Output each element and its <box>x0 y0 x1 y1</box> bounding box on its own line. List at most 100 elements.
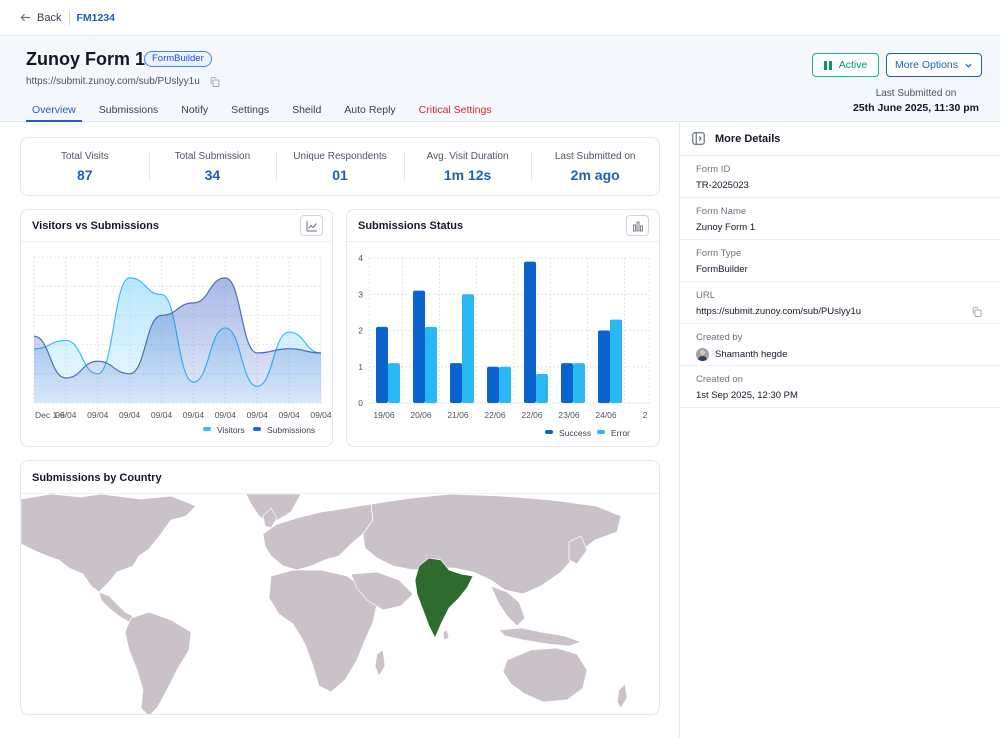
chart-title: Submissions by Country <box>32 472 162 484</box>
legend-item-submissions[interactable]: Submissions <box>253 425 315 435</box>
form-url: https://submit.zunoy.com/sub/PUslyy1u <box>26 76 200 87</box>
card-divider <box>21 241 332 242</box>
y-tick-label: 4 <box>358 253 363 263</box>
tab-shield[interactable]: Sheild <box>292 104 322 116</box>
land-southeast-asia <box>490 585 526 627</box>
x-tick-label: 21/06 <box>447 410 469 420</box>
status-chart-card: Submissions Status 0 1 2 3 4 19/06 20/06 21/06 2… <box>346 209 660 447</box>
country-map-card: Submissions by Country <box>20 460 660 715</box>
copy-icon[interactable] <box>210 76 220 87</box>
x-tick-label: 09/04 <box>151 410 173 420</box>
active-status-button[interactable]: Active <box>812 53 879 77</box>
detail-url: URL https://submit.zunoy.com/sub/PUslyy1… <box>680 282 1000 324</box>
pause-icon <box>823 60 832 70</box>
bar-error[interactable] <box>425 326 437 403</box>
line-chart-icon <box>306 220 317 231</box>
stat-total-visits: Total Visits 87 <box>21 151 149 183</box>
x-tick-label: 20/06 <box>410 410 432 420</box>
bar-error[interactable] <box>388 363 400 403</box>
chart-title: Visitors vs Submissions <box>32 220 159 232</box>
avatar <box>696 348 709 361</box>
series-line-submissions[interactable] <box>33 277 322 379</box>
stat-total-submission: Total Submission 34 <box>148 150 277 183</box>
tab-submissions[interactable]: Submissions <box>98 104 159 116</box>
detail-form-type: Form Type FormBuilder <box>680 240 1000 282</box>
stat-value: 87 <box>77 166 93 183</box>
bar-success[interactable] <box>561 363 573 403</box>
land-central-america <box>98 591 134 623</box>
land-asia <box>362 494 622 595</box>
bar-error[interactable] <box>462 294 474 403</box>
more-options-button[interactable]: More Options <box>886 53 982 77</box>
world-map <box>21 494 628 714</box>
land-arabia <box>350 571 414 611</box>
x-tick-label: 23/06 <box>558 410 580 420</box>
x-tick-label: 22/06 <box>484 410 506 420</box>
land-uk <box>262 507 278 529</box>
chart-type-button[interactable] <box>626 215 649 236</box>
detail-value-row: Shamanth hegde <box>696 348 984 361</box>
x-tick-label: 2 <box>643 410 648 420</box>
x-tick-label: 09/04 <box>183 410 205 420</box>
bar-error[interactable] <box>610 319 622 403</box>
stat-last-submitted: Last Submitted on 2m ago <box>531 150 659 183</box>
y-tick-label: 0 <box>358 398 363 408</box>
panel-collapse-icon[interactable] <box>692 132 705 145</box>
panel-title: More Details <box>715 132 781 145</box>
land-europe <box>262 503 374 571</box>
stats-card: Total Visits 87 Total Submission 34 Uniq… <box>20 137 660 196</box>
tab-notify[interactable]: Notify <box>181 104 209 116</box>
land-new-zealand <box>616 683 628 709</box>
y-tick-label: 3 <box>358 289 363 299</box>
submissions-status-chart: 0 1 2 3 4 19/06 20/06 21/06 22/06 22/06 23/06 24/06… <box>358 253 650 438</box>
bar-success[interactable] <box>450 363 462 403</box>
copy-icon[interactable] <box>972 307 982 317</box>
x-tick-label: Dec 1-6 <box>35 410 65 420</box>
chart-title: Submissions Status <box>358 220 464 232</box>
chevron-down-icon <box>965 63 972 68</box>
form-url-row: https://submit.zunoy.com/sub/PUslyy1u <box>26 76 220 87</box>
area-submissions <box>34 277 321 403</box>
bar-error[interactable] <box>573 363 585 403</box>
detail-label: Form ID <box>696 164 731 175</box>
tab-settings[interactable]: Settings <box>231 104 270 116</box>
back-button[interactable]: Back <box>20 12 61 24</box>
x-tick-label: 09/04 <box>310 410 332 420</box>
tab-overview[interactable]: Overview <box>26 102 82 122</box>
land-africa <box>268 569 378 693</box>
stat-label: Total Submission <box>174 150 251 162</box>
country-india-highlighted <box>414 557 474 639</box>
tab-bar: Overview Submissions Notify Settings She… <box>26 102 509 122</box>
legend-item-error[interactable]: Error <box>597 428 630 438</box>
x-tick-label: 09/04 <box>215 410 237 420</box>
bar-success[interactable] <box>487 366 499 403</box>
active-label: Active <box>838 59 868 71</box>
land-sri-lanka <box>442 629 450 641</box>
legend-item-success[interactable]: Success <box>545 428 591 438</box>
legend-label: Submissions <box>267 425 315 435</box>
bar-error[interactable] <box>536 374 548 403</box>
y-tick-label: 1 <box>358 362 363 372</box>
x-tick-label: 09/04 <box>87 410 109 420</box>
visitors-chart-card: Visitors vs Submissions Dec 1-6 09/04 09/0… <box>20 209 333 447</box>
detail-form-id: Form ID TR-2025023 <box>680 156 1000 198</box>
page-title: Zunoy Form 1 <box>26 49 146 69</box>
land-south-america <box>124 611 192 714</box>
bar-success[interactable] <box>376 326 388 403</box>
chart-type-button[interactable] <box>300 215 323 236</box>
bar-error[interactable] <box>499 366 511 403</box>
bar-success[interactable] <box>413 290 425 403</box>
land-madagascar <box>374 649 386 677</box>
bar-success[interactable] <box>598 330 610 404</box>
breadcrumb-form-id[interactable]: FM1234 <box>76 11 115 24</box>
stat-label: Unique Respondents <box>293 150 387 162</box>
tab-critical-settings[interactable]: Critical Settings <box>418 104 492 116</box>
detail-form-name: Form Name Zunoy Form 1 <box>680 198 1000 240</box>
legend-item-visitors[interactable]: Visitors <box>203 425 245 435</box>
x-tick-label: 24/06 <box>595 410 617 420</box>
bar-success[interactable] <box>524 261 536 403</box>
tab-auto-reply[interactable]: Auto Reply <box>344 104 396 116</box>
detail-label: Form Name <box>696 206 747 217</box>
x-tick-label: 09/04 <box>278 410 300 420</box>
x-tick-label: 19/06 <box>373 410 395 420</box>
